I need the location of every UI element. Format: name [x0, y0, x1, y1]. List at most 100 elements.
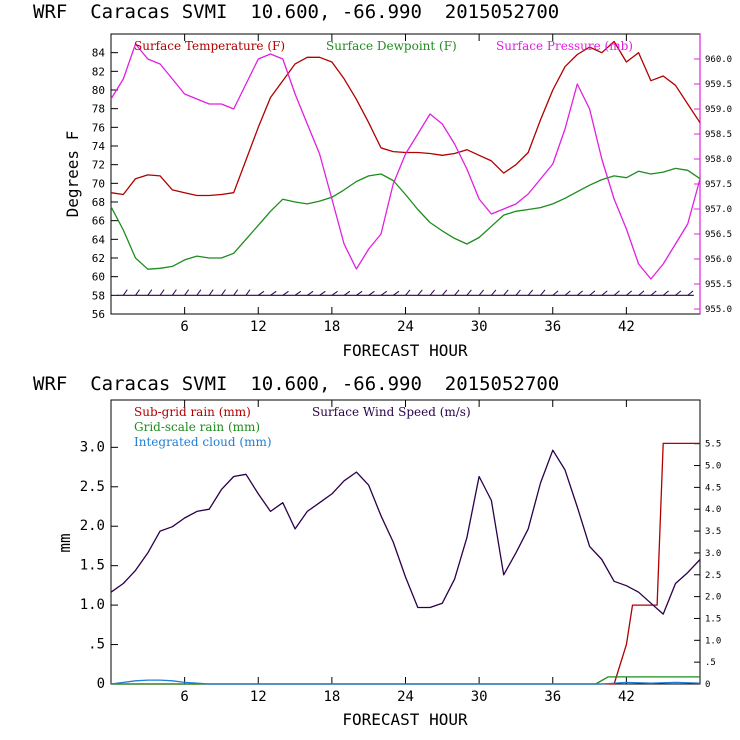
x-tick-label: 42 [618, 689, 635, 705]
top-series-group [110, 40, 701, 280]
x-tick-label: 36 [544, 689, 561, 705]
y-tick-label: 68 [92, 196, 105, 209]
wind-barb [564, 290, 571, 296]
y-tick-label: 66 [92, 215, 105, 228]
top-chart-title: WRF Caracas SVMI 10.600, -66.990 2015052… [33, 1, 559, 23]
wind-barb [356, 290, 363, 296]
y2-tick-label: 957.0 [705, 205, 732, 215]
y-tick-label: 74 [92, 140, 106, 153]
y-tick-label: 80 [92, 84, 105, 97]
wind-barb [540, 289, 546, 296]
y2-tick-label: 958.0 [705, 155, 732, 165]
y2-tick-label: 1.5 [705, 614, 721, 624]
rain-wind-panel: WRF Caracas SVMI 10.600, -66.990 2015052… [33, 373, 721, 729]
y2-tick-label: 957.5 [705, 180, 732, 190]
surface-wind-speed-m-s-line [110, 449, 701, 615]
wind-barb [257, 290, 265, 296]
y2-tick-label: 5.5 [705, 440, 721, 450]
wind-barb [601, 290, 608, 296]
wind-barb [319, 290, 326, 296]
wind-barb [650, 290, 657, 296]
wind-barb [307, 290, 314, 296]
bottom-x-axis-label: FORECAST HOUR [342, 710, 468, 729]
wind-barb [478, 289, 485, 296]
wind-barb [159, 289, 165, 296]
y2-tick-label: 2.0 [705, 593, 721, 603]
y2-tick-label: 960.0 [705, 55, 732, 65]
wind-barb [368, 290, 375, 296]
wind-barb [687, 290, 694, 296]
x-tick-label: 18 [323, 319, 340, 335]
wind-barb [589, 290, 596, 296]
integrated-cloud-mm-line [110, 679, 701, 685]
wind-barb [454, 289, 460, 296]
y-tick-label: 0 [97, 676, 105, 692]
wind-barb [380, 290, 387, 296]
wind-barb [392, 290, 400, 296]
y2-tick-label: 4.5 [705, 483, 721, 493]
x-tick-label: 6 [180, 689, 188, 705]
y2-tick-label: 3.0 [705, 549, 721, 559]
wind-barb [466, 289, 472, 296]
y2-tick-label: 959.0 [705, 105, 732, 115]
y2-tick-label: 956.0 [705, 255, 732, 265]
x-tick-label: 30 [471, 689, 488, 705]
y-tick-label: 82 [92, 65, 105, 78]
wind-barb [638, 290, 645, 296]
y2-tick-label: 955.5 [705, 280, 732, 290]
x-tick-label: 6 [180, 319, 188, 335]
x-tick-label: 24 [397, 319, 414, 335]
wind-barb [233, 289, 239, 296]
x-tick-label: 12 [250, 689, 267, 705]
temperature-pressure-panel: WRF Caracas SVMI 10.600, -66.990 2015052… [33, 1, 732, 360]
bottom-right-axis: 0 .5 1.0 1.5 2.0 2.5 3.0 3.5 4.0 4.5 5.0 5.5 [694, 440, 721, 690]
x-tick-label: 36 [544, 319, 561, 335]
y2-tick-label: 3.5 [705, 527, 721, 537]
y-tick-label: 2.5 [80, 479, 105, 495]
y2-tick-label: 959.5 [705, 80, 732, 90]
wind-barb [135, 289, 140, 296]
wind-barb [171, 289, 177, 296]
wind-barb [552, 290, 559, 296]
y2-tick-label: 956.5 [705, 230, 732, 240]
y-tick-label: 78 [92, 103, 105, 116]
wind-barb [675, 290, 682, 296]
x-tick-label: 18 [323, 689, 340, 705]
x-tick-label: 12 [250, 319, 267, 335]
wind-barb [613, 290, 620, 296]
x-tick-label: 30 [471, 319, 488, 335]
y2-tick-label: 958.5 [705, 130, 732, 140]
wind-barb [147, 289, 153, 296]
wind-barb [331, 290, 338, 296]
top-plot-frame [110, 33, 701, 315]
x-tick-label: 24 [397, 689, 414, 705]
wind-barb [208, 289, 214, 296]
y-tick-label: 64 [92, 233, 106, 246]
wind-barb [294, 290, 302, 296]
y-tick-label: 60 [92, 271, 105, 284]
y2-tick-label: 4.0 [705, 505, 721, 515]
y2-tick-label: .5 [705, 658, 716, 668]
legend-pressure: Surface Pressure (mb) [496, 39, 633, 53]
surface-pressure-mb-line [110, 43, 701, 280]
y2-tick-label: 2.5 [705, 571, 721, 581]
wind-barb [282, 290, 289, 296]
legend-gridscale-rain: Grid-scale rain (mm) [134, 420, 260, 434]
surface-dewpoint-f-line [110, 167, 701, 270]
y-tick-label: 1.0 [80, 597, 105, 613]
wind-barb [429, 289, 435, 296]
wind-barb [662, 290, 669, 296]
surface-temperature-f-line [110, 40, 701, 197]
y2-tick-label: 955.0 [705, 305, 732, 315]
wind-barb [515, 289, 521, 296]
bottom-chart-title: WRF Caracas SVMI 10.600, -66.990 2015052… [33, 373, 559, 395]
y-tick-label: 70 [92, 177, 105, 190]
wind-barb [417, 289, 423, 296]
top-right-axis: 955.0 955.5 956.0 956.5 957.0 957.5 958.0 958.5… [694, 55, 732, 315]
top-x-axis: 6 12 18 24 30 36 42 [180, 34, 635, 335]
legend-integrated-cloud: Integrated cloud (mm) [134, 435, 272, 449]
wind-barbs [117, 289, 694, 296]
wind-barb [270, 290, 277, 296]
y-tick-label: 84 [92, 47, 106, 60]
top-x-axis-label: FORECAST HOUR [342, 341, 468, 360]
